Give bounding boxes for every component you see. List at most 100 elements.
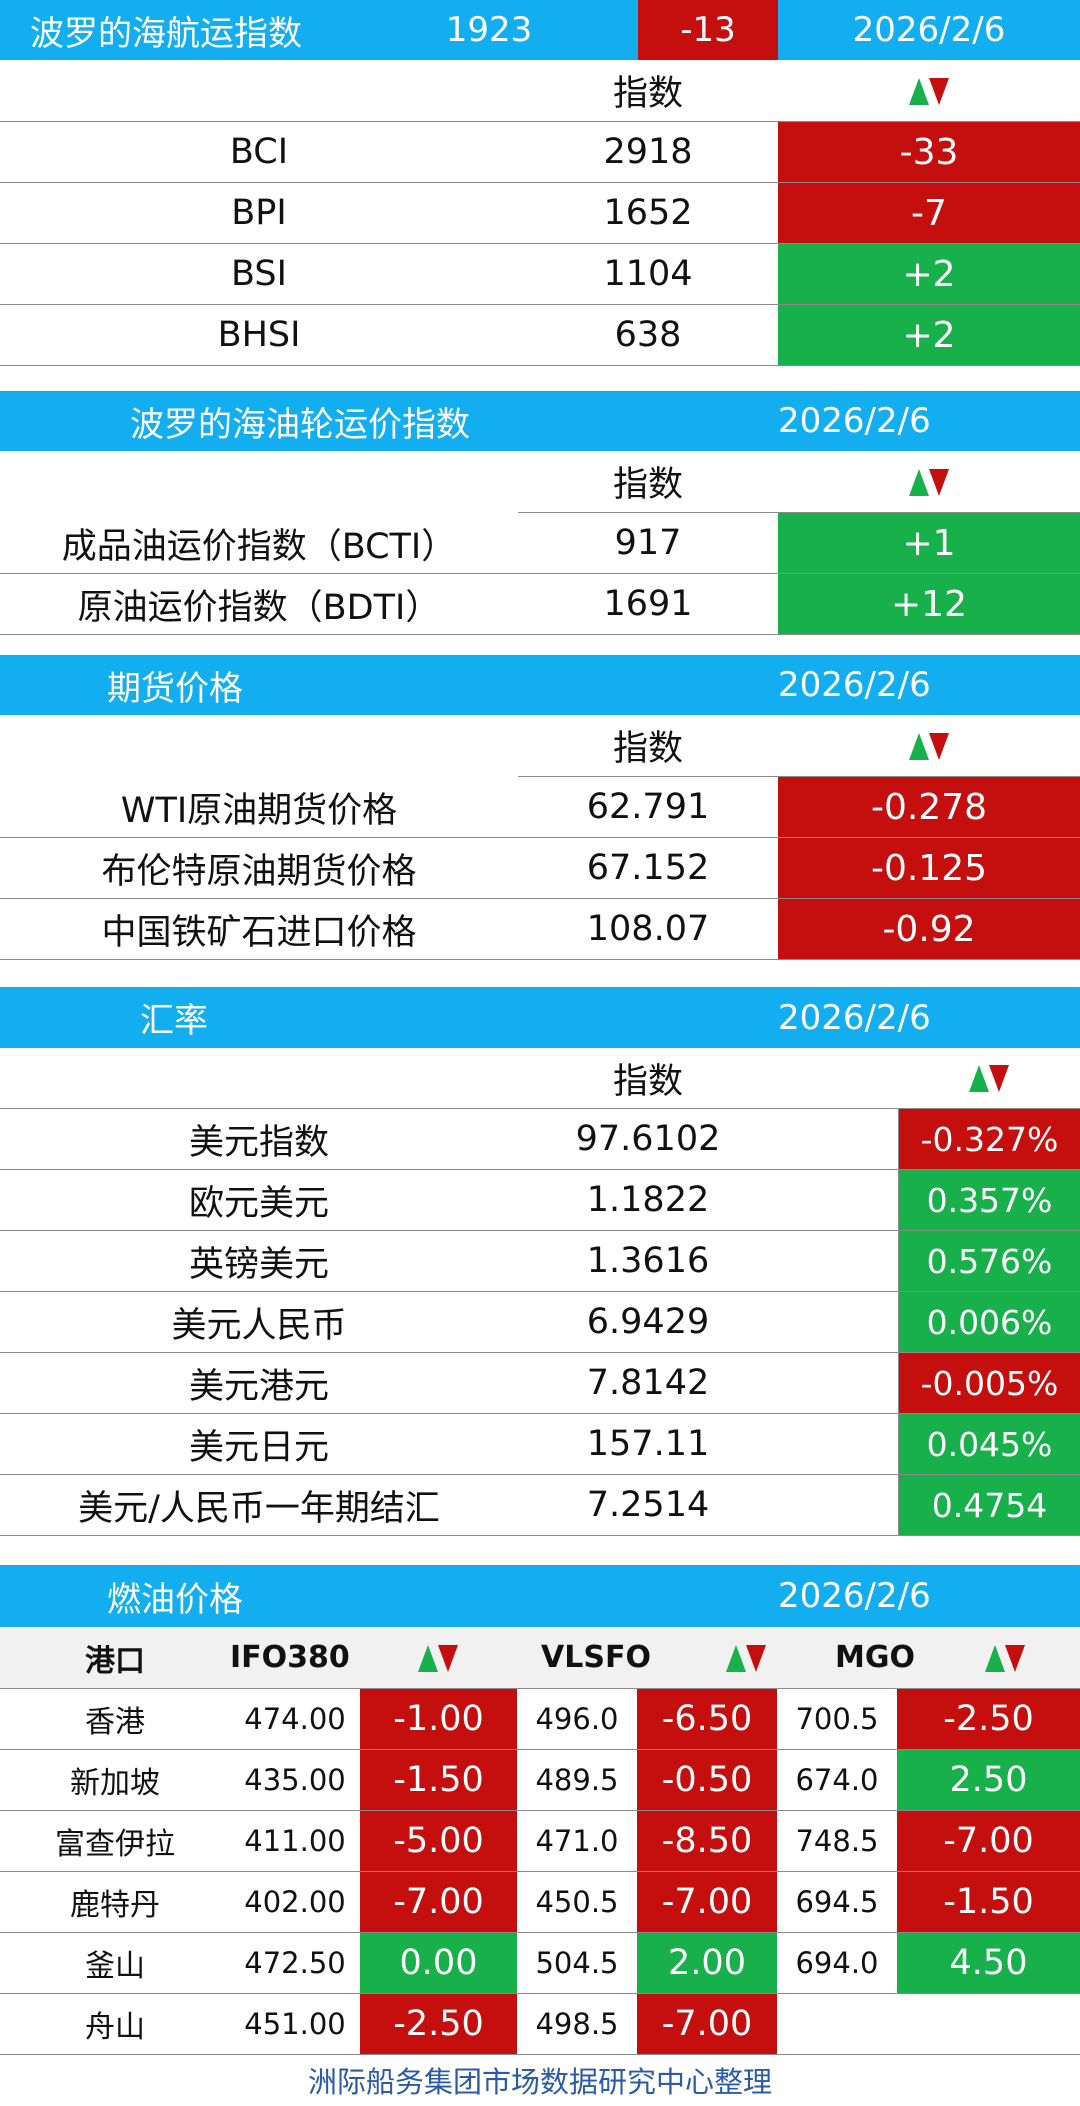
ifo380-change: -5.00 [360,1811,517,1871]
fx-title: 汇率 [0,987,700,1048]
index-value: 1104 [603,254,693,294]
fx-value: 97.6102 [575,1119,721,1159]
futures-name: WTI原油期货价格 [120,790,398,831]
futures-name: 中国铁矿石进口价格 [101,912,417,953]
index-value: 2918 [603,132,693,172]
bdi-col-header: 指数 [0,60,1080,122]
ifo380-price: 435.00 [244,1763,346,1797]
fx-name: 美元港元 [188,1366,329,1407]
tanker-arrow-cell [778,451,1080,513]
vlsfo-change: -6.50 [637,1689,777,1749]
tanker-row: 原油运价指数（BDTI） 1691 +12 [0,574,1080,635]
vlsfo-price: 450.5 [535,1885,619,1919]
fuel-ifo-arrow-cell [360,1627,515,1688]
fx-name: 美元人民币 [171,1305,347,1346]
mgo-price: 674.0 [795,1763,879,1797]
tanker-value: 1691 [603,584,693,624]
vlsfo-change: 2.00 [637,1933,777,1993]
spacer [778,1414,898,1474]
fx-row: 美元港元 7.8142 -0.005% [0,1353,1080,1414]
spacer [778,1475,898,1535]
fuel-title: 燃油价格 [0,1565,700,1627]
vlsfo-price: 471.0 [535,1824,619,1858]
bdi-row: BHSI 638 +2 [0,305,1080,366]
bdi-row: BPI 1652 -7 [0,183,1080,244]
tanker-value: 917 [614,523,682,563]
fx-date: 2026/2/6 [700,987,1080,1048]
fx-row: 英镑美元 1.3616 0.576% [0,1231,1080,1292]
fuel-header: 燃油价格 2026/2/6 [0,1565,1080,1627]
spacer [778,1292,898,1352]
fx-row: 美元人民币 6.9429 0.006% [0,1292,1080,1353]
mgo-change: -1.50 [897,1872,1080,1932]
spacer [778,1109,898,1169]
up-down-arrows-icon [417,1643,459,1673]
futures-change: -0.278 [778,777,1080,837]
index-change: +2 [778,305,1080,365]
up-down-arrows-icon [968,1063,1010,1093]
tanker-name: 原油运价指数（BDTI） [77,587,441,628]
vlsfo-price: 496.0 [535,1702,619,1736]
fx-change: 0.576% [898,1231,1080,1291]
futures-name: 布伦特原油期货价格 [101,851,417,892]
fuel-row: 新加坡 435.00 -1.50 489.5 -0.50 674.0 2.50 [0,1750,1080,1811]
fuel-vlsfo-arrow-cell [677,1627,815,1688]
futures-change: -0.125 [778,838,1080,898]
index-name: BCI [229,132,289,172]
source-footer: 洲际船务集团市场数据研究中心整理 [307,2065,772,2099]
tanker-date: 2026/2/6 [700,391,1080,451]
port-name: 舟山 [85,2010,145,2045]
bdi-row: BCI 2918 -33 [0,122,1080,183]
ifo380-change: -7.00 [360,1872,517,1932]
up-down-arrows-icon [908,731,950,761]
futures-arrow-cell [778,715,1080,777]
fx-name: 美元日元 [188,1427,329,1468]
mgo-price: 748.5 [795,1824,879,1858]
fuel-row: 釜山 472.50 0.00 504.5 2.00 694.0 4.50 [0,1933,1080,1994]
bdi-value: 1923 [340,0,638,60]
mgo-change: -2.50 [897,1689,1080,1749]
spacer [778,1231,898,1291]
vlsfo-change: -7.00 [637,1994,777,2054]
fx-value: 157.11 [586,1424,710,1464]
vlsfo-change: -8.50 [637,1811,777,1871]
futures-col-label: 指数 [518,715,778,777]
fx-header: 汇率 2026/2/6 [0,987,1080,1048]
futures-value: 67.152 [586,848,710,888]
index-name: BHSI [217,315,301,355]
spacer [778,1353,898,1413]
fuel-row: 舟山 451.00 -2.50 498.5 -7.00 [0,1994,1080,2055]
mgo-change [897,1994,1080,2054]
up-down-arrows-icon [725,1643,767,1673]
tanker-row: 成品油运价指数（BCTI） 917 +1 [0,513,1080,574]
futures-col-header: 指数 [0,715,1080,777]
mgo-change: 2.50 [897,1750,1080,1810]
fx-row: 美元日元 157.11 0.045% [0,1414,1080,1475]
mgo-change: -7.00 [897,1811,1080,1871]
fx-col-label: 指数 [612,1061,683,1102]
bdi-header: 波罗的海航运指数 1923 -13 2026/2/6 [0,0,1080,60]
bdi-title: 波罗的海航运指数 [0,0,340,60]
up-down-arrows-icon [908,76,950,106]
tanker-col-header: 指数 [0,451,1080,513]
up-down-arrows-icon [984,1643,1026,1673]
fx-change: -0.005% [898,1353,1080,1413]
spacer [778,1170,898,1230]
ifo380-price: 451.00 [244,2007,346,2041]
fuel-col-mgo: MGO [815,1627,935,1688]
fuel-date: 2026/2/6 [700,1565,1080,1627]
bdi-date: 2026/2/6 [778,0,1080,60]
futures-row: 中国铁矿石进口价格 108.07 -0.92 [0,899,1080,960]
index-change: -7 [778,183,1080,243]
fuel-col-port: 港口 [0,1627,230,1688]
bdi-arrow-cell [778,60,1080,121]
ifo380-price: 472.50 [244,1946,346,1980]
fx-arrow-cell [898,1048,1080,1108]
futures-title: 期货价格 [0,655,700,715]
tanker-header: 波罗的海油轮运价指数 2026/2/6 [0,391,1080,451]
ifo380-change: -1.50 [360,1750,517,1810]
ifo380-price: 411.00 [244,1824,346,1858]
tanker-title: 波罗的海油轮运价指数 [0,391,700,451]
fx-value: 1.3616 [586,1241,710,1281]
futures-value: 108.07 [586,909,710,949]
